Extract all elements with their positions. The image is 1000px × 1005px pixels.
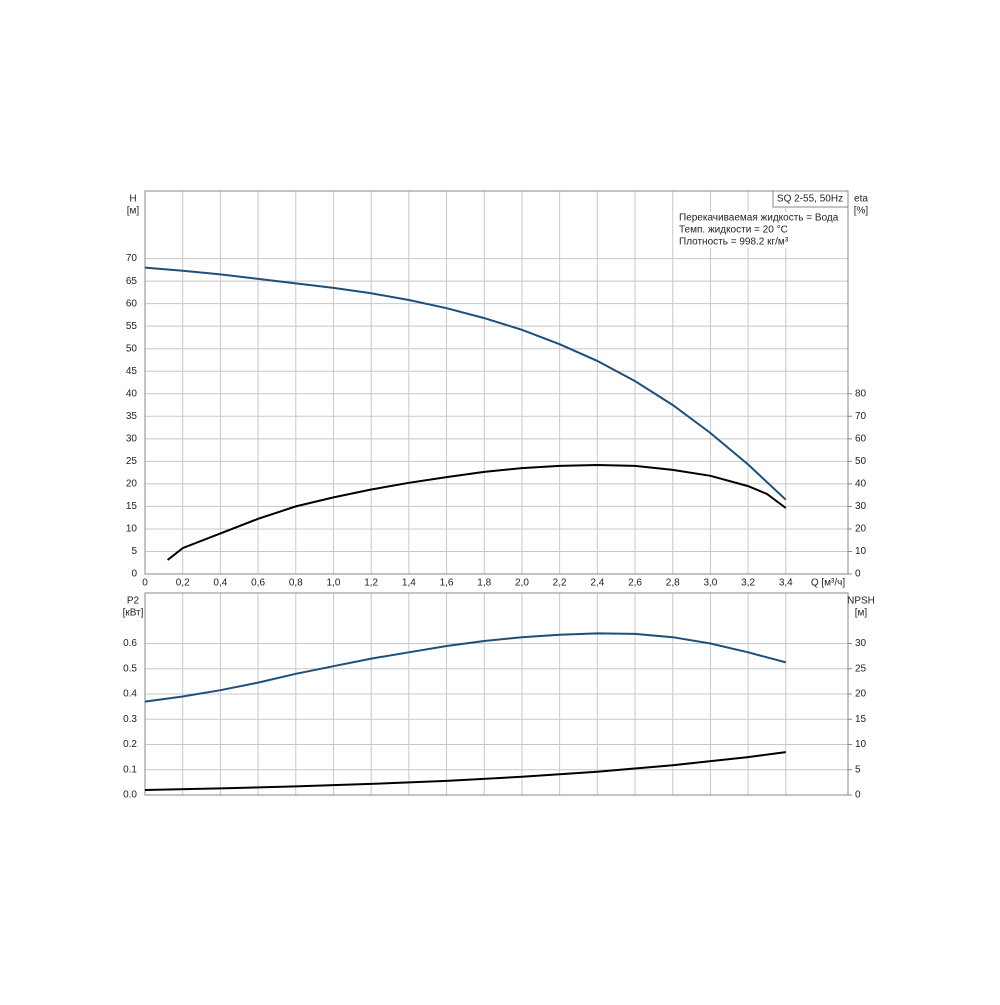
y-tick-label: 50 — [126, 343, 138, 354]
y-axis-label: P2 — [127, 596, 140, 607]
y2-tick-label: 25 — [855, 663, 867, 674]
curve — [144, 266, 787, 501]
y2-tick-label: 5 — [855, 764, 861, 775]
y-tick-label: 35 — [126, 411, 138, 422]
y-tick-label: 0.3 — [123, 714, 137, 725]
chart-title: SQ 2-55, 50Hz — [777, 194, 843, 205]
y-tick-label: 45 — [126, 366, 138, 377]
y2-tick-label: 50 — [855, 456, 867, 467]
x-tick-label: 3,4 — [779, 578, 793, 589]
y-axis-label: [м] — [127, 206, 140, 217]
plot-frame — [144, 592, 849, 796]
x-tick-label: 1,8 — [477, 578, 491, 589]
annotation-bg — [676, 224, 846, 236]
title-box — [772, 190, 849, 208]
y-tick-label: 60 — [126, 298, 138, 309]
y-tick-label: 25 — [126, 456, 138, 467]
y2-axis-label: NPSH — [847, 596, 875, 607]
y2-tick-label: 0 — [855, 569, 861, 580]
x-tick-label: 1,4 — [402, 578, 416, 589]
y-tick-label: 0.0 — [123, 790, 137, 801]
y2-tick-label: 10 — [855, 546, 867, 557]
y2-tick-label: 20 — [855, 689, 867, 700]
y2-tick-label: 30 — [855, 638, 867, 649]
y-tick-label: 20 — [126, 479, 138, 490]
y-tick-label: 30 — [126, 433, 138, 444]
y-tick-label: 70 — [126, 253, 138, 264]
x-tick-label: 0,4 — [213, 578, 227, 589]
y-axis-label: H — [129, 194, 136, 205]
y2-tick-label: 60 — [855, 433, 867, 444]
y2-tick-label: 80 — [855, 388, 867, 399]
x-tick-label: 2,4 — [590, 578, 604, 589]
curve — [166, 463, 787, 561]
x-tick-label: 0,8 — [289, 578, 303, 589]
x-tick-label: 2,2 — [553, 578, 567, 589]
y2-tick-label: 0 — [855, 790, 861, 801]
y-tick-label: 0 — [131, 569, 137, 580]
x-tick-label: 3,2 — [741, 578, 755, 589]
x-tick-label: 0,2 — [176, 578, 190, 589]
x-tick-label: 0,6 — [251, 578, 265, 589]
y-tick-label: 10 — [126, 524, 138, 535]
y-tick-label: 0.4 — [123, 689, 137, 700]
y2-tick-label: 70 — [855, 411, 867, 422]
x-tick-label: 2,6 — [628, 578, 642, 589]
y2-axis-label: [%] — [854, 206, 869, 217]
x-tick-label: 1,6 — [440, 578, 454, 589]
annotation: Темп. жидкости = 20 °C — [679, 225, 788, 236]
x-tick-label: 1,2 — [364, 578, 378, 589]
y2-tick-label: 30 — [855, 501, 867, 512]
y-tick-label: 65 — [126, 276, 138, 287]
y-tick-label: 0.5 — [123, 663, 137, 674]
y2-tick-label: 15 — [855, 714, 867, 725]
annotation-bg — [676, 236, 846, 248]
x-tick-label: 1,0 — [327, 578, 341, 589]
y-tick-label: 40 — [126, 388, 138, 399]
y-axis-label: [кВт] — [123, 608, 144, 619]
y2-tick-label: 20 — [855, 524, 867, 535]
curve — [144, 751, 786, 791]
x-tick-label: 2,0 — [515, 578, 529, 589]
x-axis-label: Q [м³/ч] — [811, 578, 846, 589]
y2-axis-label: eta — [854, 194, 868, 205]
annotation-bg — [676, 212, 846, 224]
y2-tick-label: 40 — [855, 479, 867, 490]
y2-axis-label: [м] — [855, 608, 868, 619]
y-tick-label: 15 — [126, 501, 138, 512]
x-tick-label: 3,0 — [703, 578, 717, 589]
plot-frame — [144, 190, 849, 575]
y-tick-label: 0.1 — [123, 764, 137, 775]
y-tick-label: 0.2 — [123, 739, 137, 750]
y-tick-label: 5 — [131, 546, 137, 557]
y2-tick-label: 10 — [855, 739, 867, 750]
y-tick-label: 55 — [126, 321, 138, 332]
y-tick-label: 0.6 — [123, 638, 137, 649]
annotation: Плотность = 998.2 кг/м³ — [679, 237, 789, 248]
x-tick-label: 2,8 — [666, 578, 680, 589]
x-tick-label: 0 — [142, 578, 148, 589]
annotation: Перекачиваемая жидкость = Вода — [679, 213, 839, 224]
curve — [144, 632, 787, 703]
